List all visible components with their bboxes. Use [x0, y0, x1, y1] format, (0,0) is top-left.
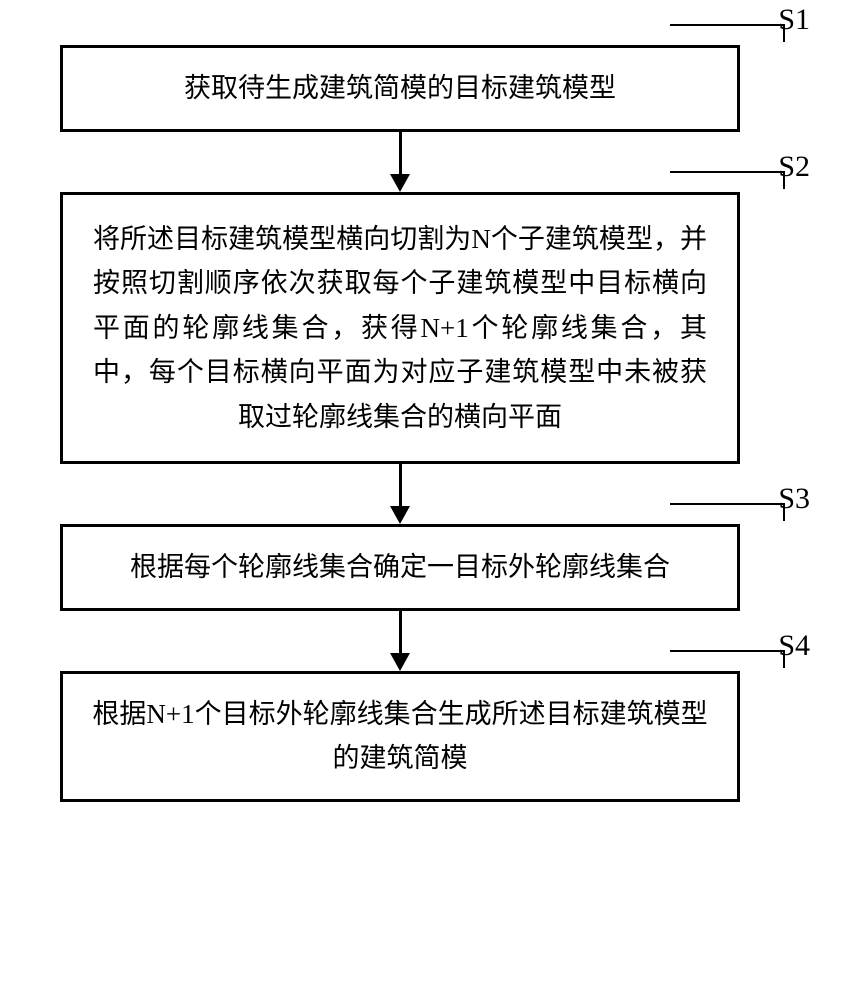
step-label: S4	[778, 629, 810, 663]
step-box: 获取待生成建筑简模的目标建筑模型	[60, 45, 740, 132]
step-text: 根据每个轮廓线集合确定一目标外轮廓线集合	[130, 545, 670, 590]
step-s3: S3 根据每个轮廓线集合确定一目标外轮廓线集合	[60, 524, 740, 611]
step-text: 将所述目标建筑模型横向切割为N个子建筑模型，并按照切割顺序依次获取每个子建筑模型…	[93, 217, 707, 440]
arrow-head-icon	[390, 653, 410, 671]
arrow	[60, 132, 740, 192]
arrow	[60, 611, 740, 671]
label-connector	[670, 24, 785, 42]
step-text: 根据N+1个目标外轮廓线集合生成所述目标建筑模型的建筑简模	[87, 692, 713, 781]
step-label: S1	[778, 3, 810, 37]
step-s2: S2 将所述目标建筑模型横向切割为N个子建筑模型，并按照切割顺序依次获取每个子建…	[60, 192, 740, 465]
arrow-head-icon	[390, 174, 410, 192]
arrow	[60, 464, 740, 524]
arrow-line	[399, 611, 402, 659]
arrow-line	[399, 132, 402, 180]
label-connector	[670, 503, 785, 521]
flowchart-container: S1 获取待生成建筑简模的目标建筑模型 S2 将所述目标建筑模型横向切割为N个子…	[60, 45, 740, 802]
arrow-line	[399, 464, 402, 512]
label-connector	[670, 171, 785, 189]
label-connector	[670, 650, 785, 668]
step-box: 根据N+1个目标外轮廓线集合生成所述目标建筑模型的建筑简模	[60, 671, 740, 802]
step-box: 将所述目标建筑模型横向切割为N个子建筑模型，并按照切割顺序依次获取每个子建筑模型…	[60, 192, 740, 465]
arrow-head-icon	[390, 506, 410, 524]
step-box: 根据每个轮廓线集合确定一目标外轮廓线集合	[60, 524, 740, 611]
step-s1: S1 获取待生成建筑简模的目标建筑模型	[60, 45, 740, 132]
step-s4: S4 根据N+1个目标外轮廓线集合生成所述目标建筑模型的建筑简模	[60, 671, 740, 802]
step-label: S3	[778, 482, 810, 516]
step-label: S2	[778, 150, 810, 184]
step-text: 获取待生成建筑简模的目标建筑模型	[184, 66, 616, 111]
